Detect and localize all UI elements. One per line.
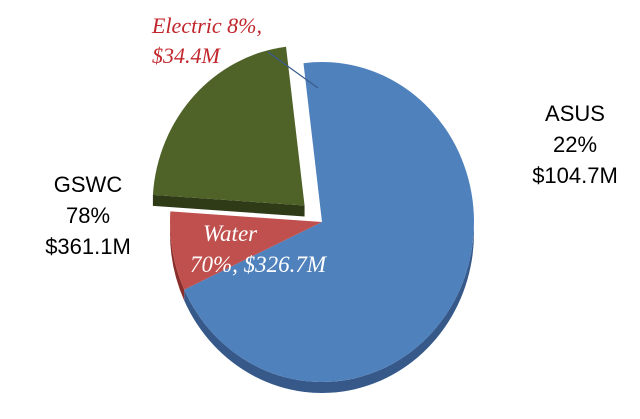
slice-water (184, 62, 474, 382)
gswc-label-line3: $361.1M (45, 234, 131, 259)
water-label-line2: 70%, $326.7M (190, 252, 328, 277)
slice-side-electric (170, 222, 185, 301)
asus-label-line1: ASUS (545, 101, 605, 126)
gswc-label-line2: 78% (66, 203, 110, 228)
electric-label-line1: Electric 8%, (151, 13, 262, 38)
pie-slices (152, 46, 474, 394)
slice-electric (170, 211, 322, 290)
slice-cut-asus (152, 194, 305, 217)
asus-label-line2: 22% (553, 132, 597, 157)
water-label-line1: Water (203, 221, 258, 246)
electric-leader-line (267, 51, 319, 89)
slice-asus (152, 46, 305, 206)
asus-label-line3: $104.7M (532, 163, 618, 188)
gswc-label-line1: GSWC (54, 172, 123, 197)
electric-label-line2: $34.4M (152, 43, 222, 68)
